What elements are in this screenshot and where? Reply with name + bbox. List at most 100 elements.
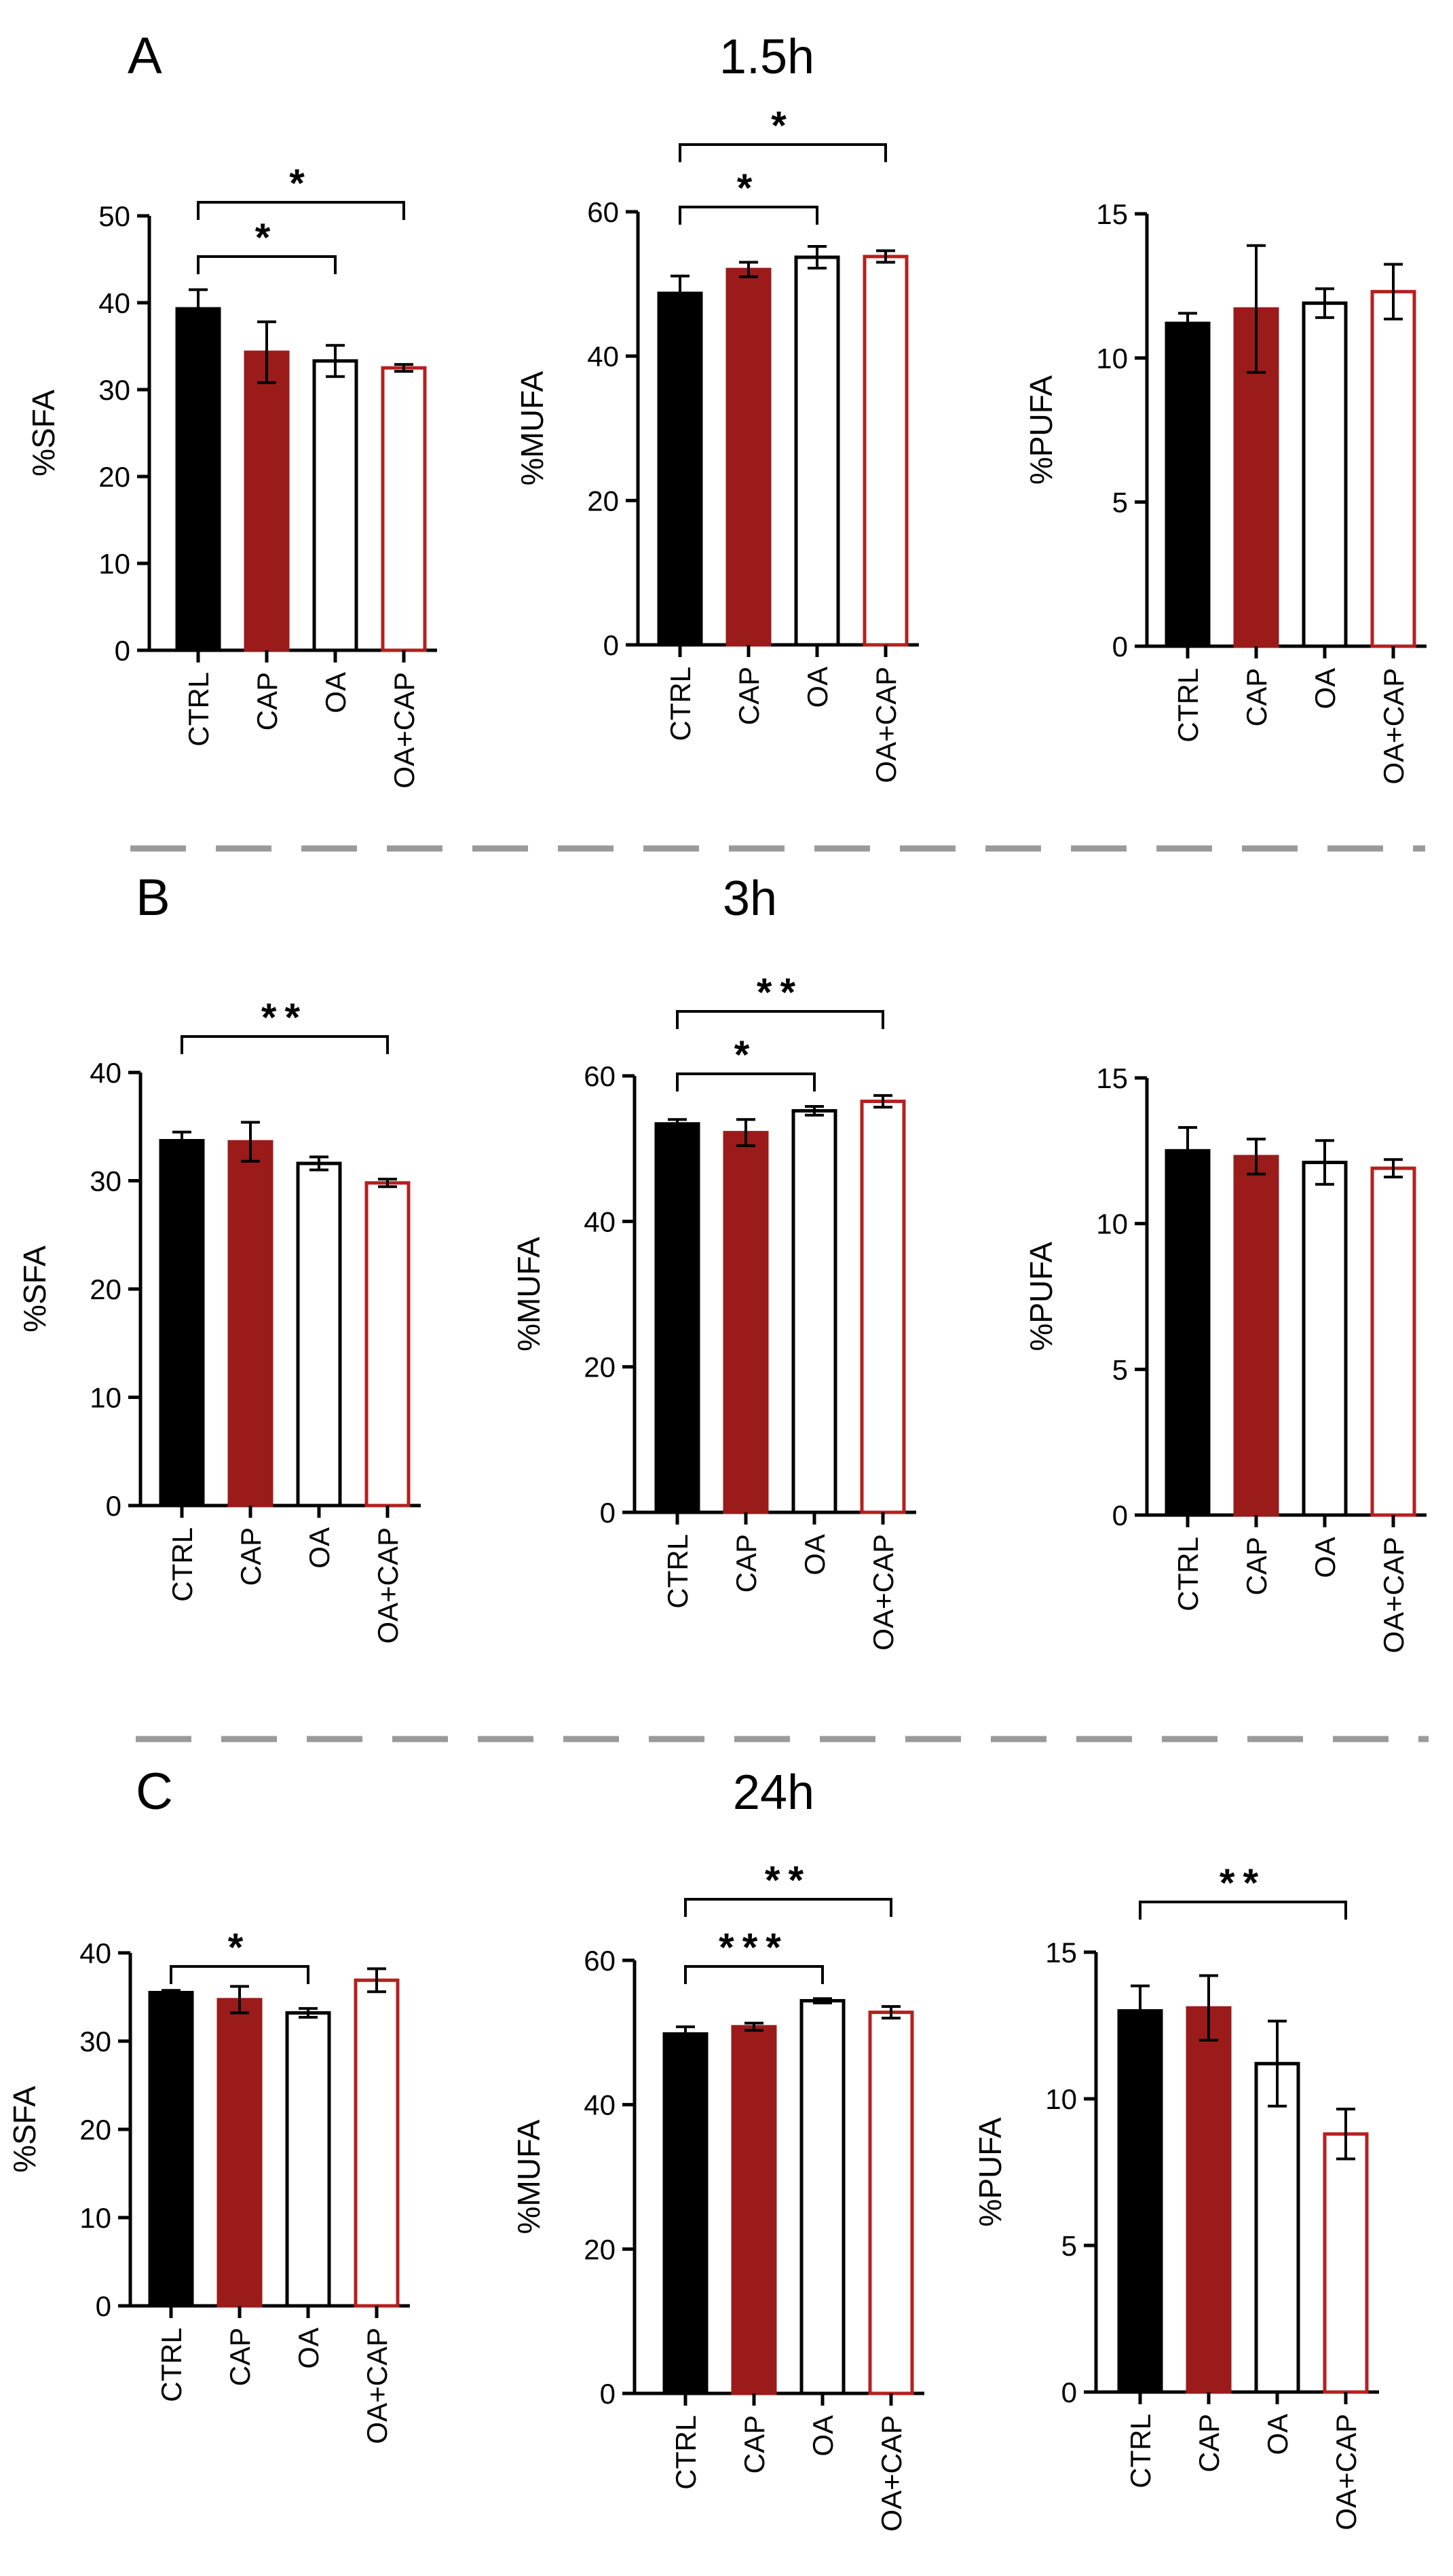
significance-label: *** bbox=[719, 1926, 789, 1970]
x-tick-label: CTRL bbox=[155, 2328, 187, 2402]
y-tick-label: 30 bbox=[90, 1165, 121, 1197]
x-tick-label: OA bbox=[320, 672, 352, 713]
y-axis-label: %SFA bbox=[7, 2086, 42, 2173]
panel-title-b: 3h bbox=[723, 872, 777, 926]
significance-bracket bbox=[676, 1010, 884, 1029]
x-tick-label: CTRL bbox=[670, 2415, 702, 2490]
y-axis-label: %PUFA bbox=[973, 2117, 1008, 2226]
bar-cap bbox=[723, 1131, 769, 1514]
y-tick-label: 10 bbox=[90, 1382, 121, 1414]
significance-bracket bbox=[684, 1965, 824, 1984]
bar-cap bbox=[1233, 1155, 1279, 1517]
x-tick-label: OA+CAP bbox=[875, 2415, 907, 2532]
y-tick-label: 20 bbox=[584, 1351, 616, 1383]
y-tick-label: 10 bbox=[1045, 2083, 1077, 2115]
significance-bracket bbox=[1139, 1901, 1347, 1920]
significance-bracket bbox=[181, 1035, 389, 1054]
bar-oacap bbox=[364, 1181, 411, 1508]
bar-ctrl bbox=[159, 1138, 205, 1508]
bar-ctrl bbox=[657, 291, 703, 647]
bar-oa bbox=[312, 359, 358, 652]
x-tick-label: OA+CAP bbox=[1378, 1537, 1410, 1654]
chart-b-pufa: 0 5 10 15 %PUFA CTRL CAP OA OA+CAP bbox=[1023, 1062, 1427, 1654]
bar-oacap bbox=[1370, 1166, 1416, 1517]
y-tick-label: 40 bbox=[587, 341, 619, 373]
bar-oa bbox=[791, 1108, 837, 1514]
y-tick-label: 0 bbox=[1112, 1499, 1128, 1531]
panel-title-a: 1.5h bbox=[719, 30, 814, 84]
y-tick-label: 5 bbox=[1061, 2230, 1077, 2262]
y-tick-label: 0 bbox=[1061, 2376, 1077, 2408]
x-tick-label: OA+CAP bbox=[867, 1534, 899, 1651]
y-tick-label: 10 bbox=[1096, 1208, 1128, 1240]
y-tick-label: 15 bbox=[1096, 1062, 1128, 1094]
x-tick-label: CAP bbox=[251, 672, 283, 730]
y-tick-label: 30 bbox=[98, 374, 130, 406]
significance-bracket bbox=[197, 255, 337, 274]
bar-ctrl bbox=[654, 1122, 700, 1514]
significance-label: * bbox=[255, 216, 279, 260]
y-tick-label: 0 bbox=[1112, 631, 1128, 662]
x-tick-label: CAP bbox=[733, 667, 765, 725]
y-tick-label: 20 bbox=[587, 485, 619, 517]
bar-ctrl bbox=[1165, 321, 1211, 648]
y-tick-label: 20 bbox=[584, 2233, 616, 2265]
y-axis-label: %PUFA bbox=[1023, 1242, 1059, 1351]
bar-cap bbox=[731, 2025, 777, 2395]
significance-label: * bbox=[737, 166, 761, 210]
x-tick-label: CTRL bbox=[183, 672, 214, 747]
significance-bracket bbox=[170, 1965, 309, 1984]
x-tick-label: CAP bbox=[1241, 1537, 1272, 1595]
x-tick-label: OA bbox=[1262, 2414, 1294, 2455]
x-tick-label: OA bbox=[1309, 1537, 1341, 1578]
y-tick-label: 10 bbox=[98, 548, 130, 580]
x-tick-label: OA bbox=[1309, 668, 1341, 709]
y-tick-label: 50 bbox=[98, 200, 130, 232]
significance-label: ** bbox=[757, 971, 804, 1015]
y-tick-label: 5 bbox=[1112, 487, 1128, 519]
panel-letter-a: A bbox=[128, 27, 162, 85]
bar-oa bbox=[1302, 301, 1348, 648]
bar-oa bbox=[1254, 2061, 1300, 2394]
y-tick-label: 15 bbox=[1096, 198, 1128, 230]
y-axis-label: %SFA bbox=[17, 1246, 52, 1332]
y-axis-label: %MUFA bbox=[511, 2119, 546, 2234]
y-tick-label: 60 bbox=[584, 1945, 616, 1977]
y-tick-label: 0 bbox=[115, 635, 130, 667]
significance-label: * bbox=[228, 1926, 252, 1970]
x-tick-label: CAP bbox=[235, 1527, 267, 1586]
bar-oacap bbox=[863, 255, 909, 647]
significance-bracket bbox=[679, 206, 818, 225]
x-tick-label: CTRL bbox=[166, 1527, 198, 1602]
panel-letter-c: C bbox=[136, 1763, 173, 1821]
x-tick-label: OA+CAP bbox=[870, 667, 902, 783]
y-tick-label: 0 bbox=[106, 1490, 121, 1522]
y-tick-label: 10 bbox=[1096, 342, 1128, 374]
x-tick-label: CAP bbox=[1193, 2414, 1225, 2472]
x-tick-label: OA bbox=[293, 2328, 324, 2369]
y-tick-label: 20 bbox=[90, 1273, 121, 1305]
bar-cap bbox=[1186, 2006, 1232, 2394]
y-tick-label: 0 bbox=[96, 2290, 111, 2322]
bar-oa bbox=[285, 2011, 331, 2308]
bar-oa bbox=[1302, 1161, 1348, 1517]
y-axis-label: %PUFA bbox=[1023, 375, 1059, 485]
x-tick-label: OA+CAP bbox=[372, 1527, 404, 1644]
y-tick-label: 40 bbox=[79, 1937, 111, 1969]
bar-oa bbox=[296, 1161, 342, 1508]
significance-label: ** bbox=[1220, 1861, 1266, 1905]
y-tick-label: 40 bbox=[98, 287, 130, 319]
x-tick-label: CAP bbox=[224, 2328, 256, 2386]
y-axis-label: %MUFA bbox=[514, 371, 550, 485]
chart-a-pufa: 0 5 10 15 %PUFA CTRL CAP OA OA+CAP bbox=[1023, 198, 1427, 785]
x-tick-label: OA+CAP bbox=[1330, 2414, 1362, 2531]
y-tick-label: 0 bbox=[600, 2378, 616, 2410]
panel-letter-b: B bbox=[136, 869, 170, 927]
y-tick-label: 20 bbox=[79, 2114, 111, 2146]
y-tick-label: 0 bbox=[600, 1497, 616, 1529]
bar-oacap bbox=[1370, 290, 1416, 648]
x-tick-label: CTRL bbox=[664, 667, 696, 741]
